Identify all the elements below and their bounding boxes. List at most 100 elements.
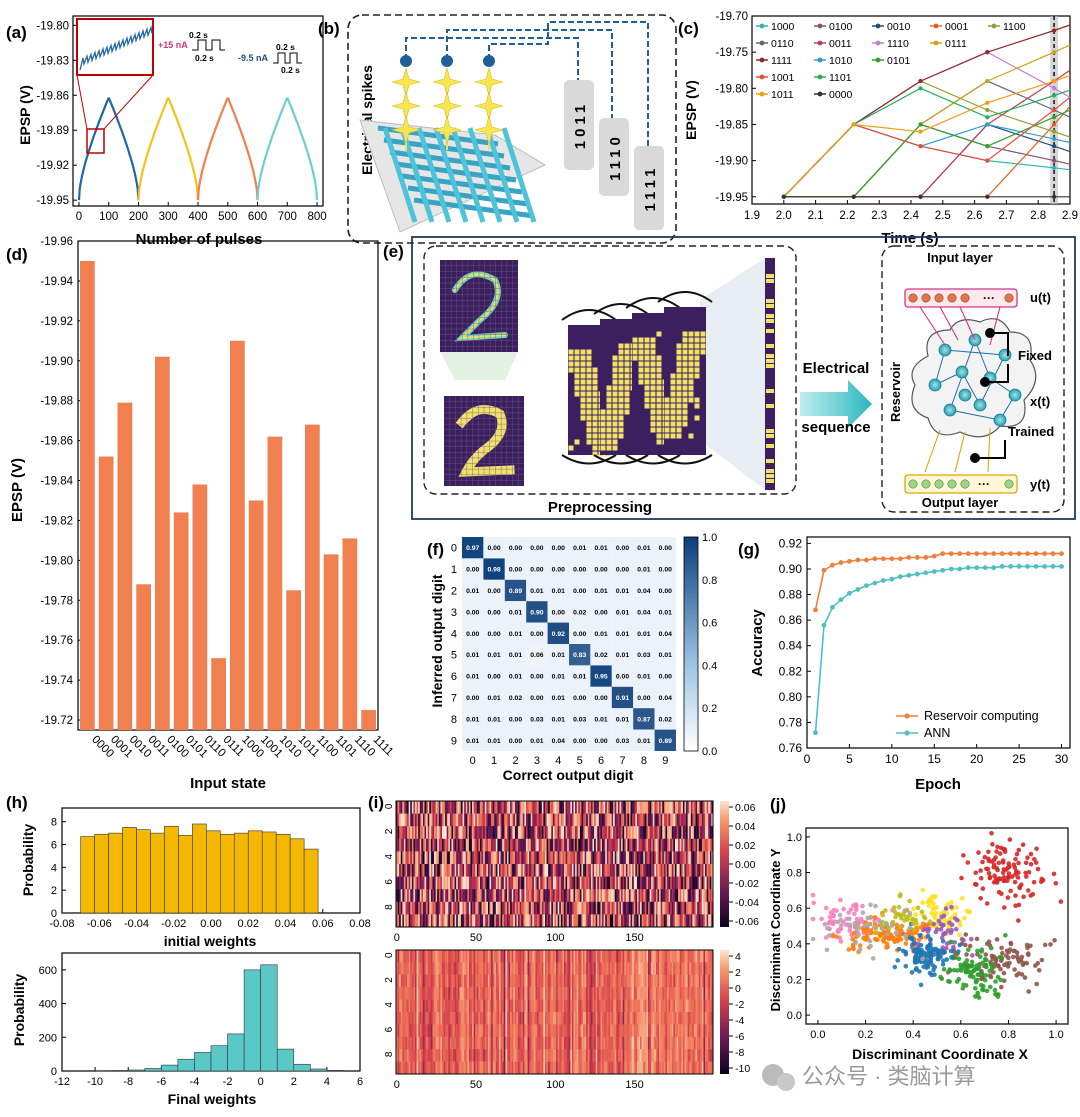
chart-i1-cell [589,813,592,827]
chart-a-zoom-box [86,128,105,154]
chart-i1-cell [594,801,597,814]
scan-pixel [618,367,624,373]
chart-i2-cell [673,1036,676,1050]
chart-c-legend-marker [991,23,997,29]
chart-c-point [1052,86,1057,91]
chart-i1-cell [426,876,429,890]
chart-i1-cell [584,901,587,915]
chart-i2-cell [638,1012,641,1025]
chart-i1-cell [421,901,424,915]
chart-i2-cell [681,987,684,1000]
chart-i2-cell [440,1024,443,1038]
chart-i1-cell [491,826,493,840]
chart-i1-cell [640,914,642,928]
chart-i1-cell [495,851,498,865]
chart-i1-cell [641,838,644,852]
chart-i1-cell [422,851,425,865]
chart-i1-cell [527,826,530,840]
chart-i1-cell [554,826,557,840]
chart-i2-cell [462,987,465,1000]
chart-i1-cell [641,813,644,827]
chart-i1-cell [400,889,403,903]
chart-i2-cell [687,962,690,976]
scan-pixel [694,349,700,355]
chart-i1-cell [527,914,530,928]
chart-i2-cell [579,1012,582,1025]
chart-i1-cell [407,813,409,827]
confusion-cell-value: 0.00 [552,609,565,616]
chart-i2-cell [408,1024,411,1038]
chart-i2-cell [521,987,524,1000]
chart-i2-cell [695,950,698,963]
chart-i1-cell [527,838,530,852]
chart-i2-cell [554,999,557,1013]
chart-i1-cell [438,838,441,852]
chart-i2-cell [413,974,416,988]
chart-g-point [906,572,912,578]
chart-i2-cell [437,1036,440,1050]
chart-i2-cell [619,974,622,988]
chart-i1-cell [505,889,508,903]
chart-i1-cell [407,838,409,852]
chart-i2-cell [695,1024,698,1038]
chart-i1-cell [494,889,497,903]
chart-i1-cell [459,826,462,840]
chart-i1-cell [529,838,532,852]
chart-i2-cell [441,950,444,963]
chart-i2-cell [451,950,454,963]
scan-pixel [568,349,574,355]
chart-i2-cell [633,987,636,1000]
chart-i1-cell [573,813,576,827]
chart-i2-cell [701,987,704,1000]
chart-i2-cell [541,950,544,963]
chart-i2-cell [427,974,430,988]
chart-i1-cell [646,813,649,827]
chart-i2-cell [459,1036,462,1050]
chart-i1-cell [635,901,638,915]
chart-i1-cell [560,838,563,852]
chart-i2-cell [411,962,414,976]
chart-i2-cell [554,1024,557,1038]
chart-i1-cell [418,889,421,903]
chart-i2-cell [424,1024,427,1038]
chart-i2-cell [426,1036,429,1050]
chart-i1-cell [451,876,454,890]
chart-i1-cell [408,876,411,890]
chart-i1-cell [500,876,503,890]
chart-i2-cell [506,950,509,963]
chart-i2-cell [540,1012,543,1025]
chart-i2-cell [671,962,674,976]
chart-i1-cell [681,889,684,903]
confusion-cell-value: 0.01 [637,738,650,745]
chart-i1-cell [427,813,430,827]
chart-i1-cell [400,838,403,852]
chart-i1-cell [508,826,511,840]
chart-c-point [985,194,990,199]
chart-i2-cell [402,1024,405,1038]
chart-i1-cell [678,876,681,890]
chart-i1-cell [437,838,440,852]
scan-pixel [670,379,676,385]
chart-g-point [813,730,818,736]
chart-i1-cell [411,901,414,915]
chart-i2-cell [500,950,503,963]
chart-i1-cell [487,813,490,827]
chart-i1-cell [701,826,704,840]
code-3: 1111 [642,165,659,212]
chart-i1-cell [682,838,685,852]
chart-i2-cell [418,1049,421,1062]
chart-i1-cell [705,889,707,903]
chart-i1-cell [624,876,627,890]
chart-i1-cell [486,838,489,852]
chart-h1-ytick-label: 2 [51,885,57,897]
chart-h1-bar [303,848,319,914]
chart-i1-cell [511,889,514,903]
chart-i2-cell [649,950,652,963]
confusion-cell [590,686,612,709]
input-node [1004,293,1014,303]
chart-i1-cell [706,864,709,877]
scan-pixel [682,379,688,385]
chart-i2-cell [711,999,714,1013]
chart-i1-cell [617,801,620,814]
chart-i2-cell [643,1024,646,1038]
